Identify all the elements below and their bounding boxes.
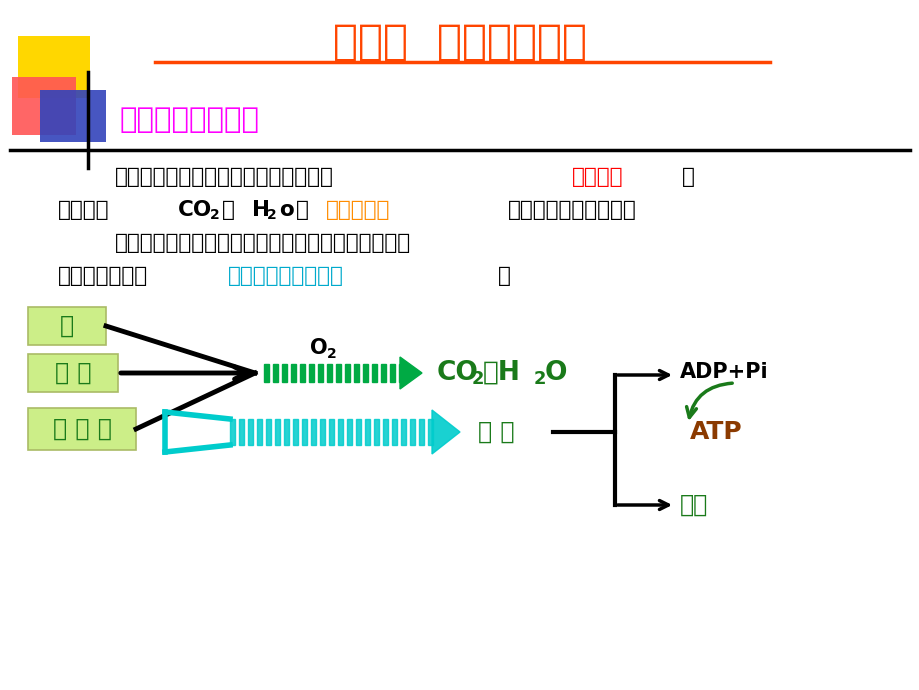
Bar: [248, 419, 253, 445]
Text: CO: CO: [177, 200, 212, 220]
Bar: [318, 364, 323, 382]
Polygon shape: [432, 410, 460, 454]
Text: 生物氧化包含了细胞呼吸作用中的一系列氧化还原反: 生物氧化包含了细胞呼吸作用中的一系列氧化还原反: [115, 233, 411, 253]
Bar: [337, 419, 343, 445]
Text: 释放出能量: 释放出能量: [325, 200, 390, 220]
FancyBboxPatch shape: [40, 90, 106, 142]
Bar: [292, 419, 298, 445]
Text: 2: 2: [267, 208, 277, 222]
FancyBboxPatch shape: [28, 354, 118, 392]
Text: 2: 2: [210, 208, 220, 222]
Bar: [335, 364, 341, 382]
FancyBboxPatch shape: [28, 307, 106, 345]
Bar: [391, 419, 397, 445]
Bar: [309, 364, 313, 382]
Bar: [345, 364, 349, 382]
Bar: [311, 419, 315, 445]
Bar: [290, 364, 296, 382]
Text: 生物细胞将糖、脂、蛋白质等燃料分子: 生物细胞将糖、脂、蛋白质等燃料分子: [115, 167, 334, 187]
Text: H: H: [252, 200, 269, 220]
Bar: [282, 364, 287, 382]
FancyBboxPatch shape: [28, 408, 136, 450]
Bar: [346, 419, 352, 445]
Text: O: O: [544, 360, 567, 386]
Bar: [230, 419, 234, 445]
Bar: [410, 419, 414, 445]
Bar: [329, 419, 334, 445]
Bar: [300, 364, 305, 382]
Bar: [390, 364, 394, 382]
Polygon shape: [400, 357, 422, 389]
Text: 氧化分解: 氧化分解: [572, 167, 623, 187]
Text: ADP+Pi: ADP+Pi: [679, 362, 767, 382]
Bar: [382, 419, 388, 445]
Bar: [418, 419, 424, 445]
Bar: [374, 419, 379, 445]
Bar: [363, 364, 368, 382]
Text: ATP: ATP: [689, 420, 742, 444]
Text: 热能: 热能: [679, 493, 708, 517]
Bar: [239, 419, 244, 445]
Bar: [365, 419, 369, 445]
Text: 并: 并: [296, 200, 309, 220]
Bar: [326, 364, 332, 382]
Text: 蛋 白 质: 蛋 白 质: [52, 417, 111, 441]
Bar: [427, 419, 433, 445]
Text: 最终生成: 最终生成: [58, 200, 109, 220]
Text: 细胞氧化或细胞呼吸: 细胞氧化或细胞呼吸: [228, 266, 344, 286]
Text: 2: 2: [471, 370, 484, 388]
Bar: [320, 419, 324, 445]
Text: 第一节  生物氧化概述: 第一节 生物氧化概述: [333, 21, 586, 63]
Bar: [273, 364, 278, 382]
Bar: [356, 419, 360, 445]
Bar: [256, 419, 262, 445]
FancyBboxPatch shape: [12, 77, 76, 135]
Text: 能 量: 能 量: [478, 420, 514, 444]
Bar: [401, 419, 405, 445]
Text: 。: 。: [497, 266, 510, 286]
Text: 2: 2: [326, 347, 336, 361]
Bar: [266, 419, 271, 445]
Text: 脂 肪: 脂 肪: [55, 361, 91, 385]
Bar: [380, 364, 386, 382]
Bar: [371, 364, 377, 382]
Bar: [284, 419, 289, 445]
Bar: [399, 364, 403, 382]
FancyArrowPatch shape: [686, 383, 732, 417]
Bar: [301, 419, 307, 445]
Text: 应，所以又称为: 应，所以又称为: [58, 266, 148, 286]
Bar: [354, 364, 358, 382]
Text: 和H: 和H: [482, 360, 520, 386]
Text: o: o: [278, 200, 293, 220]
Text: 2: 2: [533, 370, 546, 388]
Text: 的作用称为生物氧化。: 的作用称为生物氧化。: [507, 200, 636, 220]
Text: 糖: 糖: [60, 314, 74, 338]
Text: 和: 和: [221, 200, 234, 220]
Text: CO: CO: [437, 360, 479, 386]
Text: ，: ，: [681, 167, 694, 187]
Text: O: O: [310, 338, 327, 358]
Bar: [264, 364, 268, 382]
Text: 一、生物氧化概念: 一、生物氧化概念: [119, 106, 260, 134]
FancyBboxPatch shape: [18, 36, 90, 98]
Bar: [275, 419, 279, 445]
